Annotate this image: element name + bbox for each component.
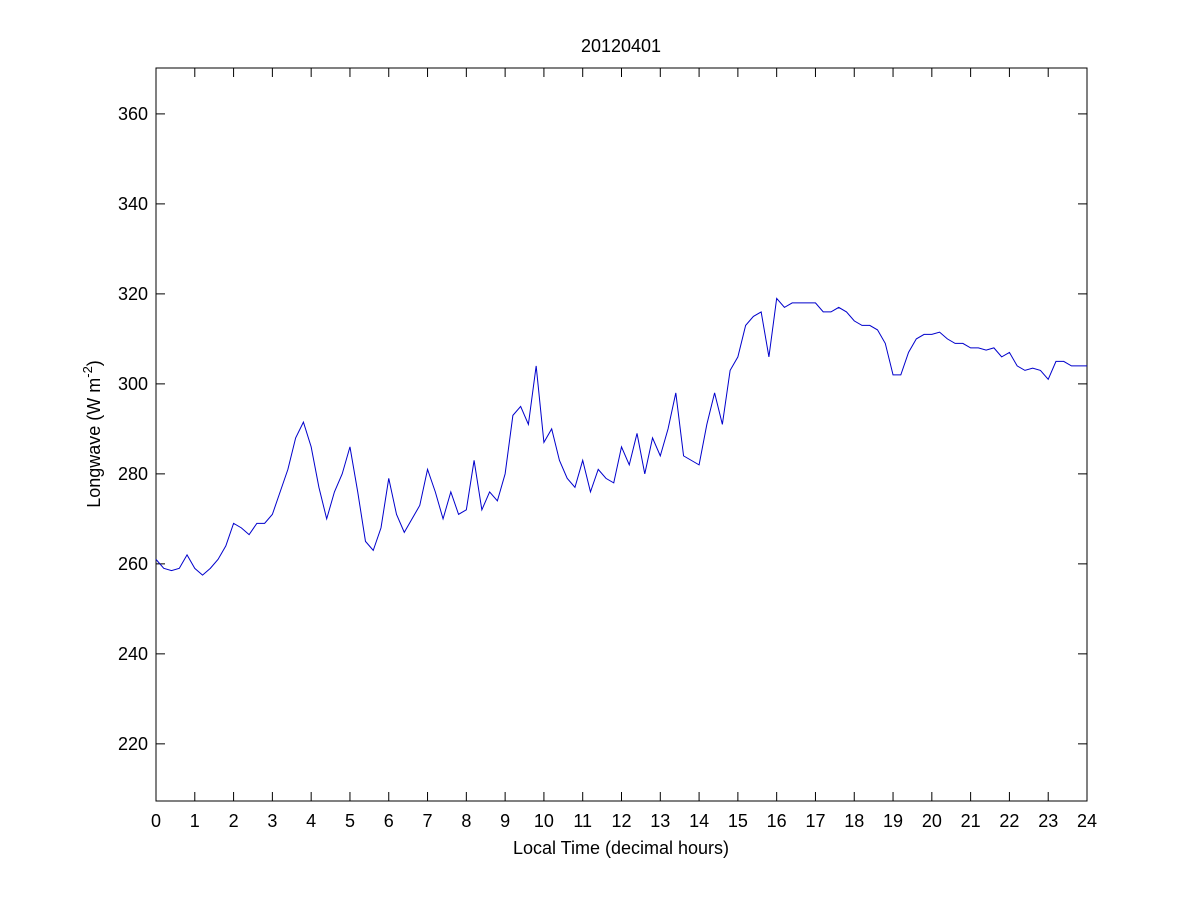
x-tick-label: 17	[805, 811, 825, 831]
x-tick-label: 10	[534, 811, 554, 831]
x-tick-label: 15	[728, 811, 748, 831]
x-tick-label: 7	[423, 811, 433, 831]
y-label-sup: -2	[80, 366, 95, 378]
x-tick-label: 19	[883, 811, 903, 831]
x-tick-label: 11	[573, 811, 592, 831]
chart-title: 20120401	[581, 36, 661, 56]
x-tick-label: 20	[922, 811, 942, 831]
x-tick-label: 4	[306, 811, 316, 831]
x-tick-label: 12	[611, 811, 631, 831]
x-tick-label: 23	[1038, 811, 1058, 831]
x-tick-label: 14	[689, 811, 709, 831]
x-tick-label: 5	[345, 811, 355, 831]
x-tick-label: 3	[267, 811, 277, 831]
x-tick-label: 13	[650, 811, 670, 831]
y-label-text: Longwave (W m	[84, 378, 104, 508]
x-tick-label: 8	[461, 811, 471, 831]
y-tick-label: 220	[118, 734, 148, 754]
y-tick-label: 260	[118, 554, 148, 574]
x-tick-label: 16	[767, 811, 787, 831]
plot-area	[155, 67, 1088, 802]
y-label-end: )	[84, 360, 104, 366]
y-tick-label: 320	[118, 284, 148, 304]
x-tick-label: 0	[151, 811, 161, 831]
x-tick-label: 21	[961, 811, 981, 831]
y-tick-label: 300	[118, 374, 148, 394]
x-tick-label: 2	[229, 811, 239, 831]
x-tick-label: 18	[844, 811, 864, 831]
x-tick-label: 22	[999, 811, 1019, 831]
y-tick-label: 340	[118, 194, 148, 214]
x-tick-label: 6	[384, 811, 394, 831]
y-axis-label: Longwave (W m-2)	[80, 360, 104, 508]
y-tick-label: 360	[118, 104, 148, 124]
y-tick-label: 240	[118, 644, 148, 664]
x-tick-label: 9	[500, 811, 510, 831]
x-tick-label: 1	[190, 811, 200, 831]
y-tick-label: 280	[118, 464, 148, 484]
data-line	[155, 297, 1087, 576]
x-axis-label: Local Time (decimal hours)	[513, 838, 729, 858]
x-tick-label: 24	[1077, 811, 1097, 831]
